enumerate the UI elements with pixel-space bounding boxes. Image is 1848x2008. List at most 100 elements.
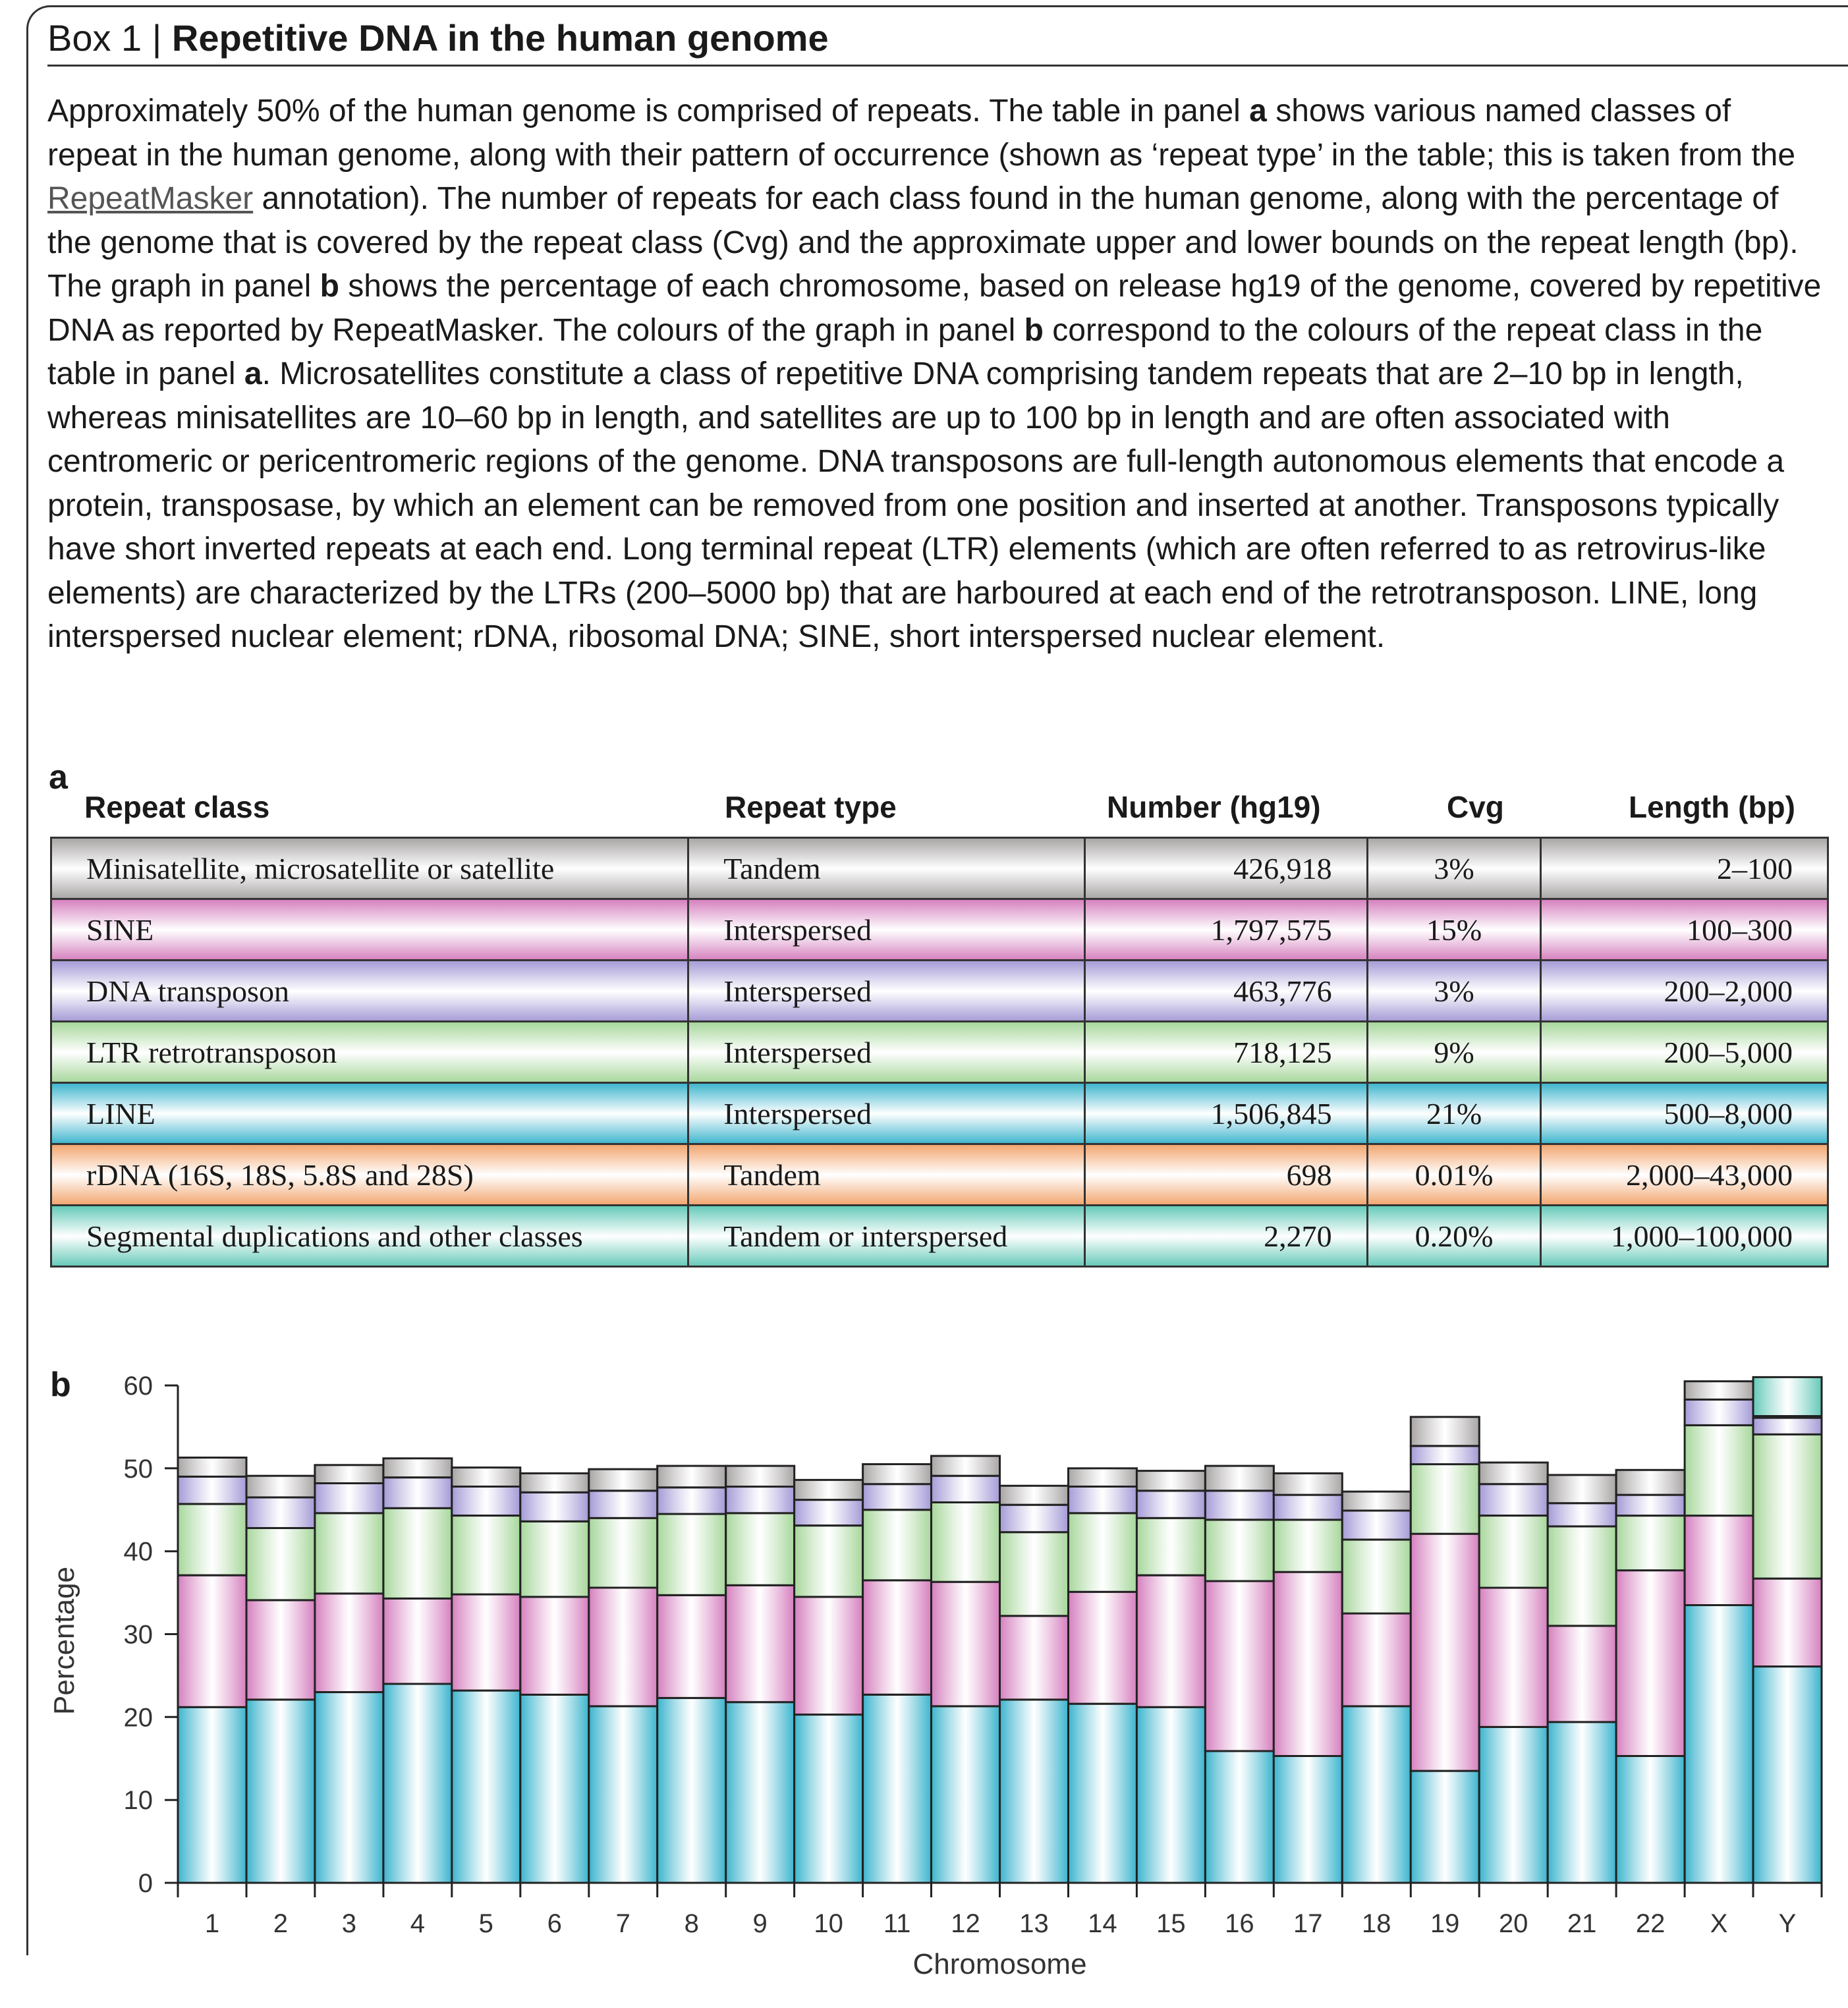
cell-cvg: 3% — [1366, 959, 1542, 1022]
table-row: Segmental duplications and other classes… — [49, 1204, 1829, 1268]
bar-segment — [1204, 1580, 1275, 1752]
bar-segment — [862, 1693, 933, 1884]
bar-segment — [1067, 1467, 1138, 1488]
bar-segment — [1546, 1625, 1617, 1723]
y-tick-label: 60 — [124, 1372, 154, 1401]
header-repeat-type: Repeat type — [725, 790, 897, 824]
bar-segment — [314, 1464, 385, 1485]
bar-segment — [1546, 1525, 1617, 1627]
bar-segment — [1546, 1502, 1617, 1528]
repeat-table: Minisatellite, microsatellite or satelli… — [49, 837, 1829, 1268]
y-tick-label: 20 — [124, 1703, 154, 1732]
bar-segment — [519, 1520, 590, 1598]
table-row: LINE Interspersed 1,506,845 21% 500–8,000 — [49, 1082, 1829, 1145]
bar-segment — [1272, 1571, 1343, 1757]
bar-segment — [451, 1689, 522, 1884]
cell-length: 500–8,000 — [1540, 1082, 1829, 1145]
box-title: Box 1 | Repetitive DNA in the human geno… — [47, 14, 829, 62]
bar-segment — [1409, 1445, 1480, 1466]
x-tick-label: 20 — [1499, 1909, 1528, 1938]
bar-segment — [519, 1596, 590, 1696]
bar-segment — [656, 1513, 727, 1596]
x-tick-label: 3 — [342, 1909, 356, 1938]
bar-segment — [1752, 1433, 1823, 1580]
bar-segment — [656, 1696, 727, 1884]
bar-segment — [314, 1482, 385, 1515]
bar-segment — [1683, 1398, 1754, 1426]
cell-number: 698 — [1083, 1143, 1368, 1206]
bar-segment — [930, 1705, 1001, 1884]
box-frame — [26, 5, 1848, 1955]
bar-segment — [519, 1693, 590, 1884]
cell-repeat-class: rDNA (16S, 18S, 5.8S and 28S) — [49, 1143, 690, 1206]
bar-segment — [1135, 1490, 1206, 1519]
x-tick-label: 6 — [547, 1909, 562, 1938]
bar-segment — [1135, 1574, 1206, 1708]
bar-segment — [588, 1586, 659, 1708]
cell-repeat-class: SINE — [49, 898, 690, 961]
x-tick-label: 15 — [1156, 1909, 1186, 1938]
bar-segment — [177, 1475, 248, 1505]
x-tick-label: 11 — [883, 1909, 911, 1938]
cell-length: 200–2,000 — [1540, 959, 1829, 1022]
table-row: SINE Interspersed 1,797,575 15% 100–300 — [49, 898, 1829, 961]
bar-segment — [1683, 1604, 1754, 1884]
cell-repeat-type: Tandem or interspersed — [687, 1204, 1086, 1268]
bar-segment — [588, 1490, 659, 1519]
bar-segment — [245, 1474, 316, 1499]
repeatmasker-link[interactable]: RepeatMasker — [47, 181, 254, 216]
bar-segment — [1752, 1665, 1823, 1884]
bar-segment — [930, 1501, 1001, 1583]
bar-segment — [1615, 1468, 1686, 1496]
cell-repeat-type: Tandem — [687, 1143, 1086, 1206]
bar-segment — [1272, 1755, 1343, 1884]
bar-segment — [177, 1503, 248, 1576]
cell-repeat-type: Interspersed — [687, 959, 1086, 1022]
bar-segment — [245, 1599, 316, 1701]
cell-repeat-type: Interspersed — [687, 898, 1086, 961]
bar-segment — [1409, 1532, 1480, 1772]
bar-segment — [1067, 1590, 1138, 1705]
y-tick-label: 10 — [124, 1786, 154, 1815]
bar-segment — [725, 1464, 796, 1488]
bar-segment — [1409, 1770, 1480, 1884]
table-row: Minisatellite, microsatellite or satelli… — [49, 837, 1829, 900]
panel-a-label: a — [49, 758, 68, 796]
x-tick-label: 2 — [273, 1909, 288, 1938]
intro-paragraph: Approximately 50% of the human genome is… — [47, 94, 1822, 654]
x-tick-label: 18 — [1362, 1909, 1391, 1938]
bar-segment — [1752, 1577, 1823, 1668]
cell-repeat-class: Segmental duplications and other classes — [49, 1204, 690, 1268]
cell-length: 2,000–43,000 — [1540, 1143, 1829, 1206]
x-axis-label: Chromosome — [912, 1948, 1086, 1976]
bar-segment — [1204, 1519, 1275, 1582]
y-tick-label: 30 — [124, 1621, 154, 1650]
bar-segment — [930, 1474, 1001, 1503]
bar-segment — [1683, 1424, 1754, 1517]
bar-segment — [999, 1615, 1069, 1701]
x-tick-label: 14 — [1088, 1909, 1117, 1938]
bar-segment — [519, 1472, 590, 1493]
bar-segment — [1341, 1509, 1412, 1541]
bar-segment — [177, 1706, 248, 1884]
bar-segment — [382, 1457, 453, 1479]
bar-segment — [1067, 1512, 1138, 1593]
cell-length: 1,000–100,000 — [1540, 1204, 1829, 1268]
cell-length: 2–100 — [1540, 837, 1829, 900]
bar-segment — [1341, 1612, 1412, 1708]
bar-segment — [1272, 1493, 1343, 1521]
bar-segment — [314, 1592, 385, 1693]
title-rule — [47, 65, 1848, 67]
bar-segment — [930, 1580, 1001, 1708]
header-cvg: Cvg — [1447, 790, 1504, 824]
bar-segment — [451, 1486, 522, 1517]
bar-segment — [177, 1457, 248, 1478]
bar-segment — [245, 1526, 316, 1602]
cell-repeat-class: Minisatellite, microsatellite or satelli… — [49, 837, 690, 900]
y-tick-label: 0 — [138, 1869, 153, 1898]
x-tick-label: 22 — [1636, 1909, 1666, 1938]
bar-segment — [725, 1584, 796, 1704]
x-tick-label: 21 — [1567, 1909, 1597, 1938]
cell-repeat-type: Interspersed — [687, 1020, 1086, 1084]
bar-segment — [245, 1496, 316, 1529]
